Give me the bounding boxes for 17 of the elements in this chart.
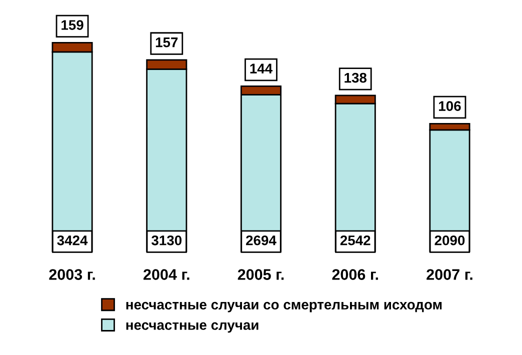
data-label: 3130 (152, 235, 182, 246)
x-tick-label: 2004 г. (144, 269, 190, 280)
data-label: 2694 (246, 235, 276, 246)
data-label: 3424 (57, 235, 88, 246)
legend-label: несчастные случаи (126, 322, 258, 333)
legend-label: несчастные случаи со смертельным исходом (126, 302, 442, 312)
data-label: 144 (250, 64, 273, 74)
x-tick-label: 2007 г. (426, 269, 472, 280)
x-tick-label: 2006 г. (332, 269, 378, 280)
data-label: 157 (156, 38, 178, 48)
data-label: 106 (439, 101, 461, 111)
data-label: 2542 (340, 235, 370, 246)
data-label: 159 (62, 20, 84, 30)
x-tick-label: 2003 г. (49, 269, 95, 280)
data-label: 2090 (434, 235, 465, 246)
x-tick-label: 2005 г. (238, 269, 284, 280)
data-label: 138 (344, 72, 367, 83)
